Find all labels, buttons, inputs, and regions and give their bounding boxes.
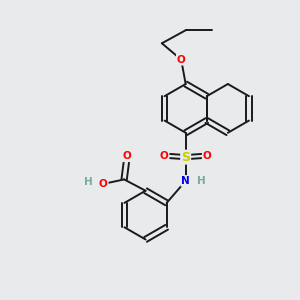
Text: O: O (160, 151, 169, 160)
Text: O: O (99, 179, 108, 189)
Text: O: O (203, 151, 212, 160)
Text: H: H (84, 177, 93, 188)
Text: O: O (177, 55, 186, 64)
Text: S: S (181, 151, 190, 164)
Text: O: O (123, 151, 131, 161)
Text: N: N (181, 176, 190, 186)
Text: H: H (197, 176, 206, 186)
